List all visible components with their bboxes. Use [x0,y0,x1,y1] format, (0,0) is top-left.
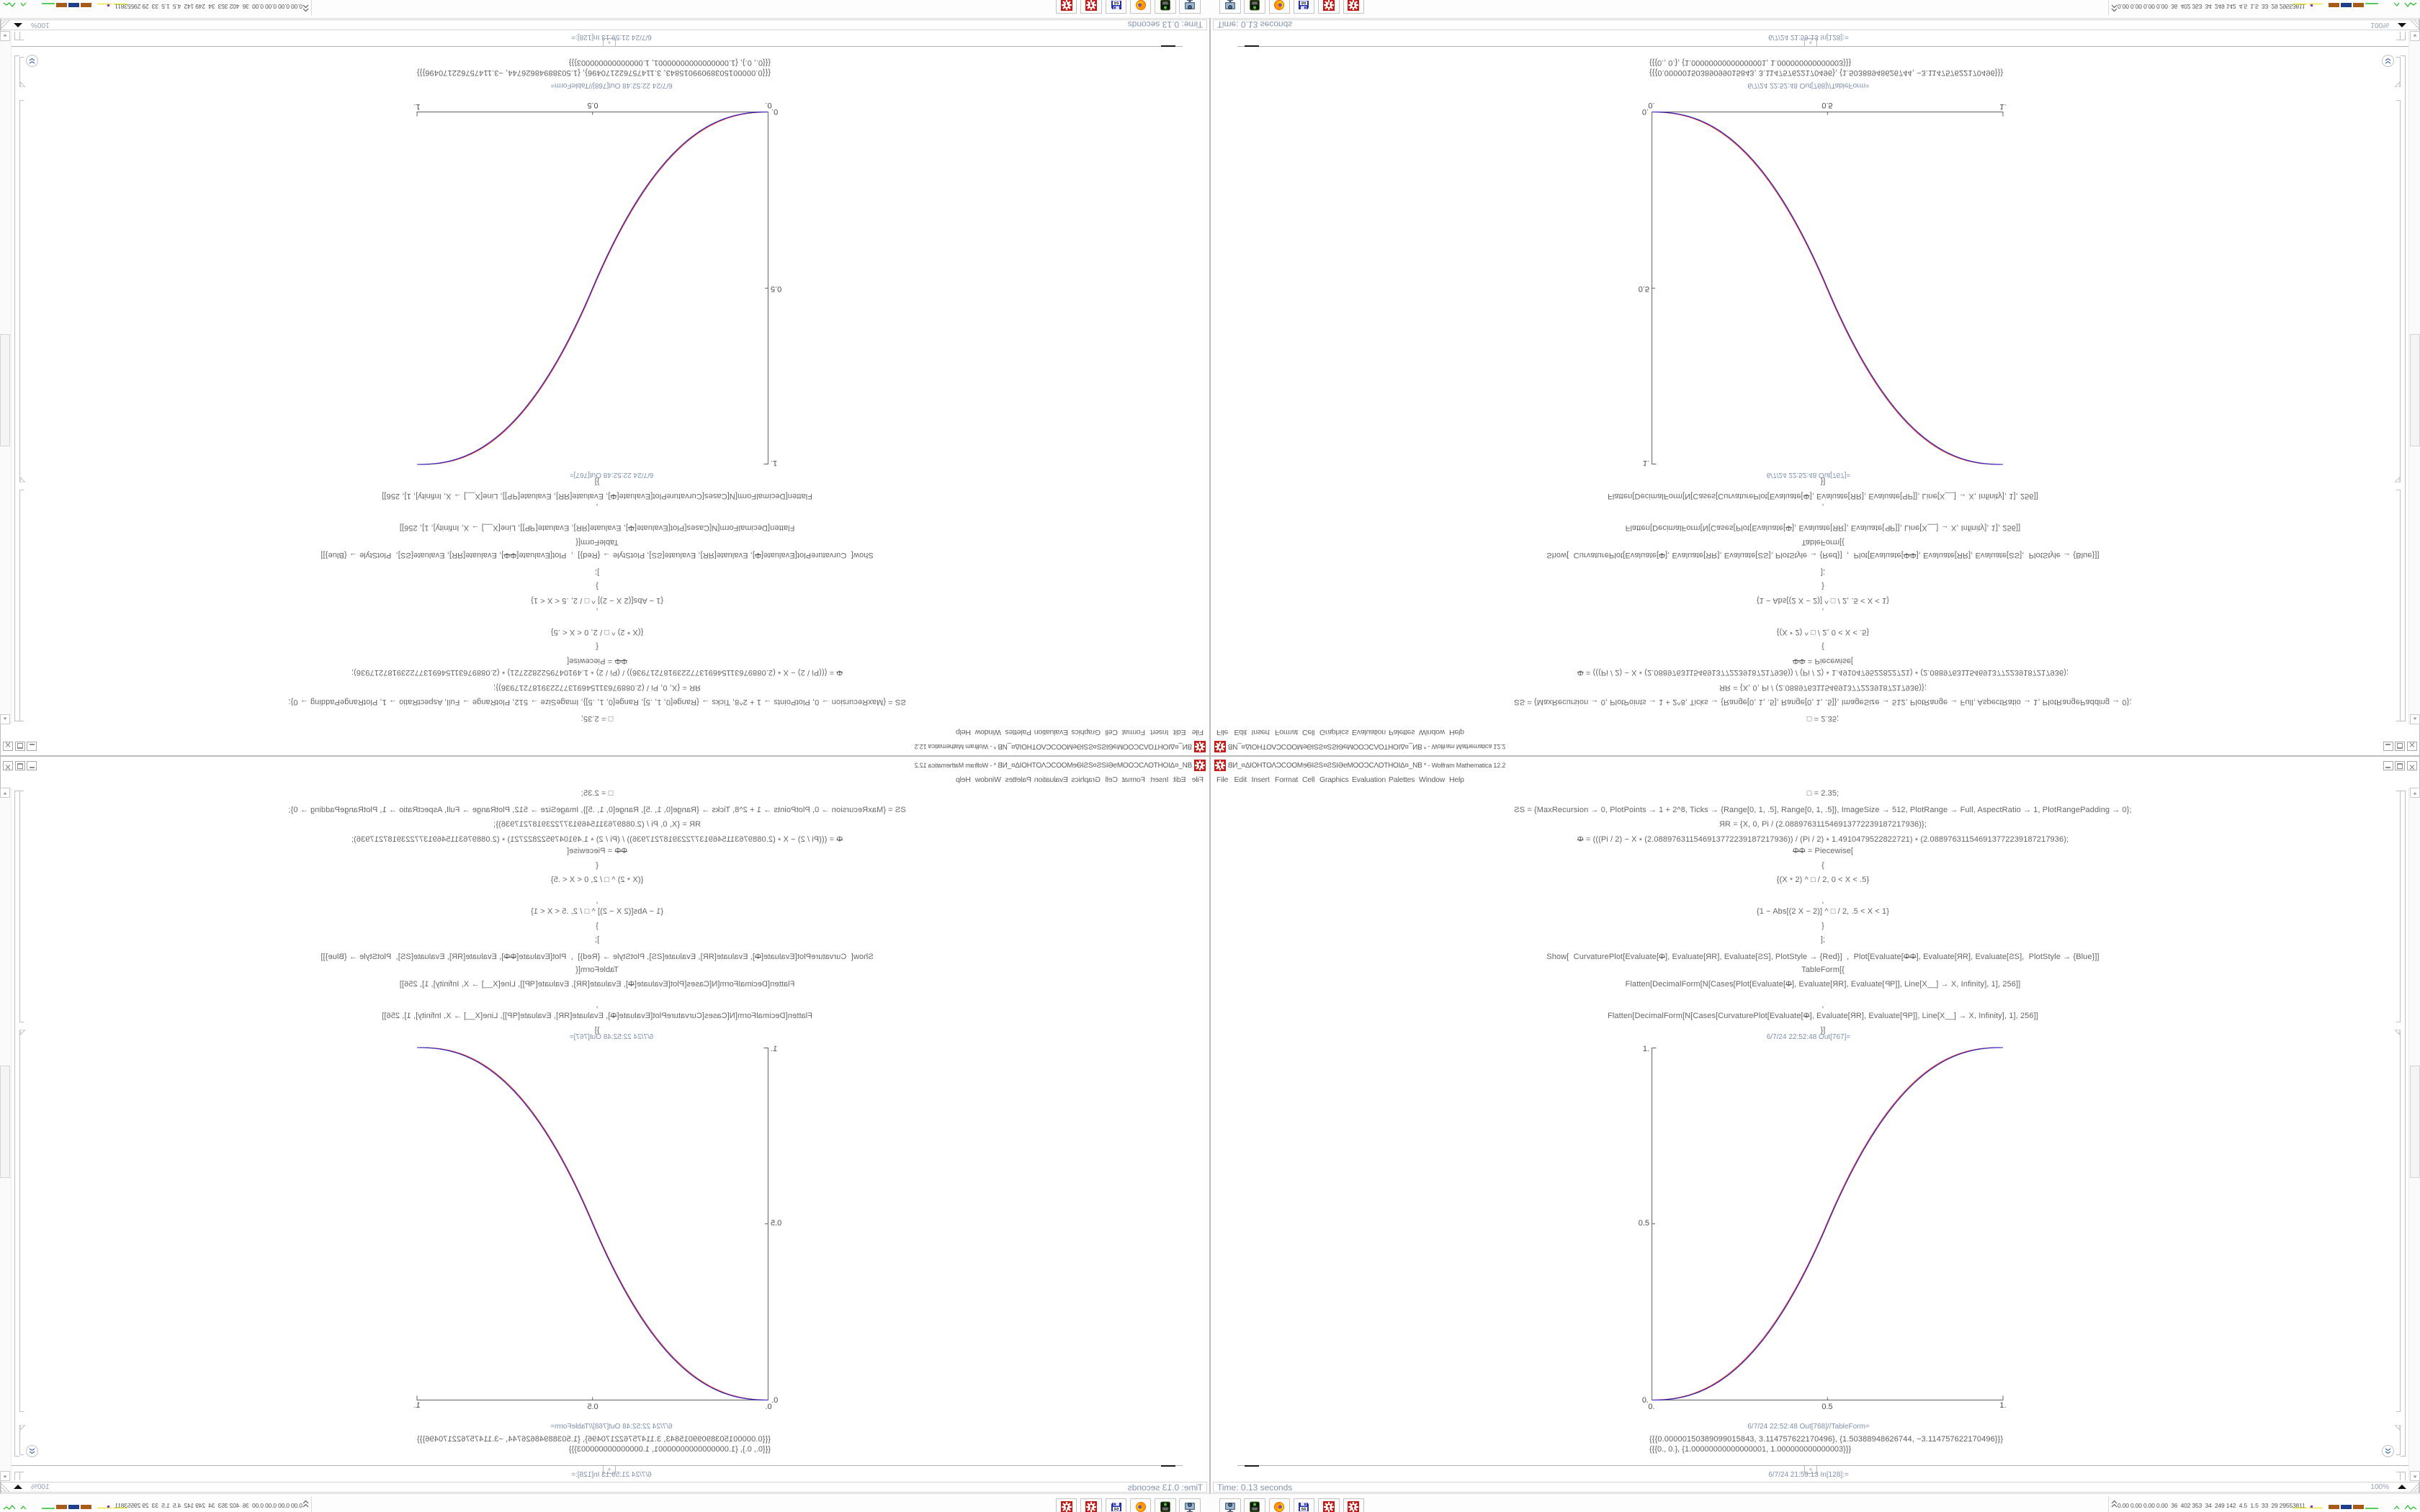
svg-text:64: 64 [1113,1,1119,5]
svg-text:64: 64 [1301,1,1307,5]
svg-text:64: 64 [1301,1507,1307,1511]
svg-text:64: 64 [1113,1507,1119,1511]
